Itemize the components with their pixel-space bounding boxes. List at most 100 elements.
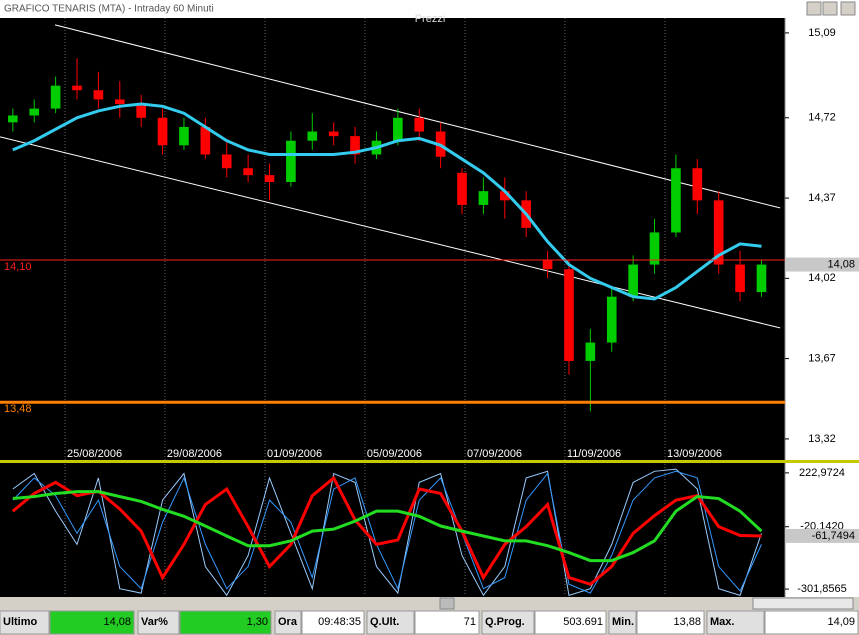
candle-body: [307, 131, 318, 141]
candle-body: [478, 191, 489, 205]
status-value: 503.691: [563, 616, 603, 628]
oscillator-line: [12, 468, 762, 597]
level-label: 13,48: [4, 403, 32, 415]
candle-body: [735, 264, 745, 293]
scroll-thumb[interactable]: [439, 597, 455, 610]
candle-body: [542, 259, 553, 270]
status-label-cell: [137, 610, 180, 635]
x-tick-label: 01/09/2006: [267, 448, 322, 460]
y-tick-label: 13,67: [808, 353, 836, 365]
plot-area: [0, 18, 781, 460]
plot-area: [11, 464, 763, 597]
trendline: [0, 136, 781, 329]
candle-body: [328, 131, 339, 137]
status-value: 1,30: [247, 616, 268, 628]
close-button[interactable]: [840, 1, 856, 16]
candle-body: [649, 232, 660, 265]
scrollbar[interactable]: [0, 597, 859, 610]
last-value-label: -61,7494: [812, 530, 855, 542]
status-value-cell: [764, 610, 859, 635]
candle-body: [136, 104, 146, 118]
last-value-box: [786, 528, 859, 543]
window-title: GRAFICO TENARIS (MTA) - Intraday 60 Minu…: [4, 4, 214, 15]
status-label-cell: [706, 610, 765, 635]
x-tick-label: 05/09/2006: [367, 448, 422, 460]
candle-body: [499, 191, 510, 201]
candle-body: [414, 117, 425, 132]
status-label-cell: [481, 610, 535, 635]
axis-background: [785, 18, 859, 597]
x-tick-label: 29/08/2006: [167, 448, 222, 460]
y-tick-label: 14,02: [808, 272, 836, 284]
y-tick-label: 15,09: [808, 27, 836, 39]
status-value-cell: [49, 610, 135, 635]
status-label-cell: [274, 610, 302, 635]
candle-body: [350, 136, 360, 155]
candle-body: [179, 126, 189, 146]
status-label-cell: [0, 610, 50, 635]
status-value: 14,09: [827, 616, 855, 628]
status-label: Var%: [141, 616, 168, 628]
candle-body: [756, 264, 767, 293]
status-value: 71: [464, 616, 476, 628]
maximize-button[interactable]: [822, 1, 838, 16]
candle-body: [72, 85, 82, 91]
candle-body: [221, 154, 232, 169]
y-tick-label: 13,32: [808, 433, 836, 445]
candle-body: [114, 99, 125, 105]
status-value: 14,08: [103, 616, 131, 628]
candle-body: [286, 140, 296, 183]
candle-body: [200, 126, 211, 155]
status-value: 13,88: [673, 616, 701, 628]
candle-body: [713, 200, 724, 265]
candle-body: [264, 175, 275, 183]
candle-body: [564, 269, 574, 361]
status-label-cell: [608, 610, 637, 635]
candle-body: [671, 168, 681, 233]
candle-body: [8, 115, 18, 123]
candle-body: [628, 264, 638, 297]
minimize-button[interactable]: [806, 1, 822, 16]
panel-title: Prezzi: [415, 13, 446, 25]
status-label: Max.: [710, 616, 734, 628]
status-value-cell: [414, 610, 480, 635]
candle-body: [29, 108, 40, 116]
status-value-cell: [636, 610, 705, 635]
candle-body: [50, 85, 61, 109]
status-label: Ultimo: [3, 616, 38, 628]
x-tick-label: 13/09/2006: [667, 448, 722, 460]
oscillator-line: [12, 470, 762, 594]
status-label: Q.Ult.: [370, 616, 399, 628]
last-price-label: 14,08: [827, 258, 855, 270]
last-price-box: [786, 257, 859, 272]
status-label: Q.Prog.: [485, 616, 525, 628]
status-value: 09:48:35: [318, 616, 361, 628]
status-value-cell: [179, 610, 272, 635]
y-tick-label: 14,72: [808, 112, 836, 124]
candle-body: [393, 117, 403, 141]
status-label-cell: [366, 610, 415, 635]
x-tick-label: 11/09/2006: [567, 448, 621, 460]
level-label: 14,10: [4, 261, 32, 273]
moving-average: [12, 102, 762, 301]
candle-body: [692, 168, 703, 201]
candle-body: [93, 90, 104, 100]
candle-body: [457, 172, 467, 205]
status-value-cell: [301, 610, 365, 635]
status-label: Ora: [278, 616, 298, 628]
status-label: Min.: [612, 616, 634, 628]
x-tick-label: 25/08/2006: [67, 448, 122, 460]
x-tick-label: 07/09/2006: [467, 448, 522, 460]
y-tick-label: 222,9724: [799, 467, 845, 479]
candle-body: [157, 117, 168, 146]
candle-body: [243, 168, 253, 176]
candle-body: [606, 296, 617, 343]
title-bar: [0, 0, 859, 18]
y-tick-label: 14,37: [808, 192, 836, 204]
candle-body: [585, 342, 596, 361]
status-value-cell: [534, 610, 607, 635]
toolbar-icons[interactable]: [752, 597, 854, 610]
y-tick-label: -301,8565: [797, 583, 847, 595]
